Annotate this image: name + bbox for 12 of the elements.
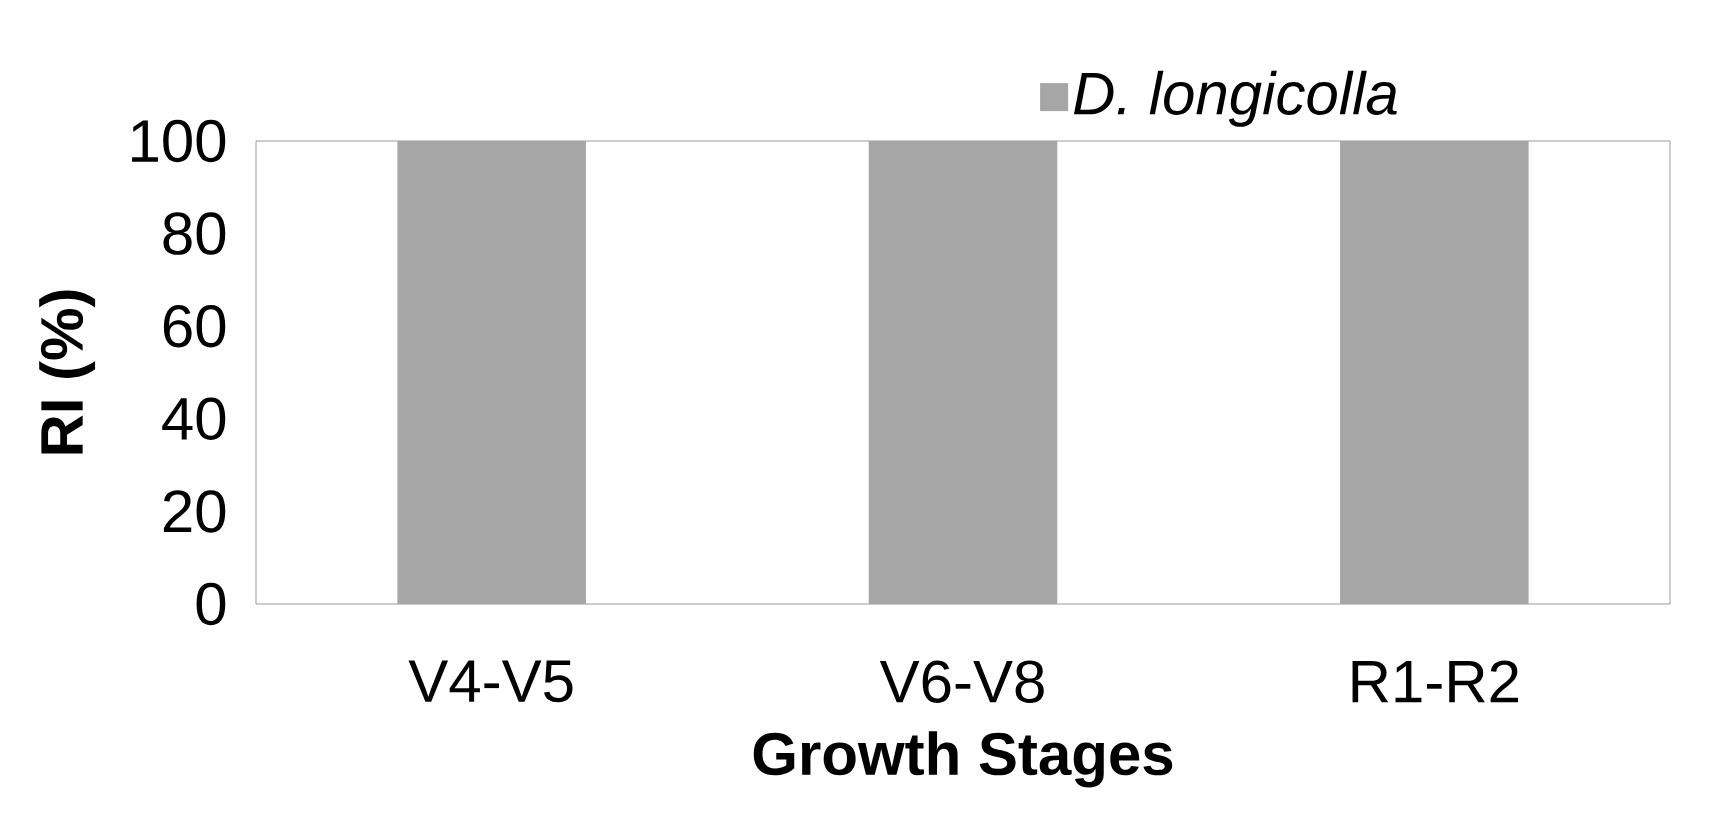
y-tick-label: 100: [132, 119, 226, 163]
y-tick-label: 20: [163, 490, 226, 533]
y-tick-label: 60: [163, 304, 226, 348]
y-axis-title: RI (%): [39, 290, 96, 454]
y-tick-label: 80: [163, 212, 226, 255]
x-tick-label: V4-V5: [408, 660, 573, 703]
legend-label: D. longicolla: [1073, 70, 1397, 127]
y-tick-label: 0: [196, 582, 226, 626]
x-tick-label: R1-R2: [1352, 660, 1518, 703]
x-tick-label: V6-V8: [879, 660, 1044, 703]
y-tick-label: 40: [162, 397, 226, 441]
x-axis-title: Growth Stages: [753, 731, 1173, 788]
